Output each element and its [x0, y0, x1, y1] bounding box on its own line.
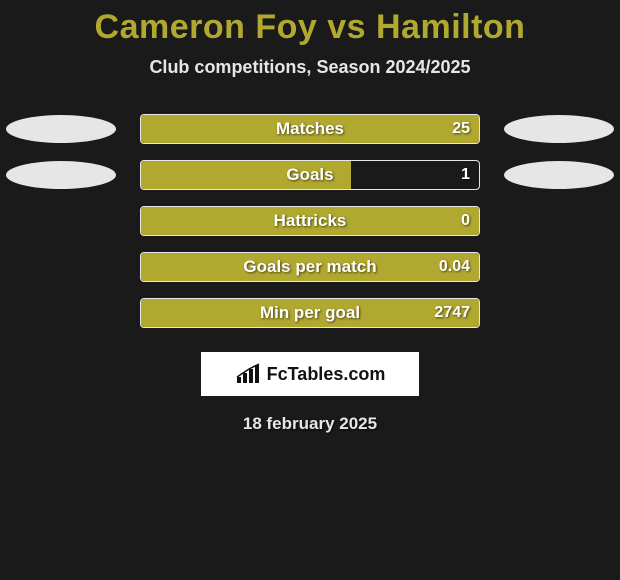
stat-row-hattricks: Hattricks 0 — [0, 206, 620, 236]
left-marker-ellipse — [6, 161, 116, 189]
infographic-container: Cameron Foy vs Hamilton Club competition… — [0, 0, 620, 580]
source-logo: FcTables.com — [201, 352, 419, 396]
page-subtitle: Club competitions, Season 2024/2025 — [0, 57, 620, 78]
stat-row-goals: Goals 1 — [0, 160, 620, 190]
bar-track — [140, 252, 480, 282]
bar-track — [140, 298, 480, 328]
stat-rows: Matches 25 Goals 1 Hattricks 0 Goals per — [0, 114, 620, 328]
right-marker-ellipse — [504, 161, 614, 189]
bar-fill — [141, 207, 479, 235]
page-title: Cameron Foy vs Hamilton — [0, 8, 620, 47]
bar-chart-icon — [235, 363, 261, 385]
logo-text: FcTables.com — [267, 364, 386, 385]
bar-fill — [141, 115, 479, 143]
generated-date: 18 february 2025 — [0, 414, 620, 434]
stat-row-goals-per-match: Goals per match 0.04 — [0, 252, 620, 282]
bar-track — [140, 206, 480, 236]
bar-track — [140, 114, 480, 144]
bar-track — [140, 160, 480, 190]
right-marker-ellipse — [504, 115, 614, 143]
bar-fill — [141, 161, 351, 189]
bar-fill — [141, 253, 479, 281]
bar-fill — [141, 299, 479, 327]
left-marker-ellipse — [6, 115, 116, 143]
stat-row-matches: Matches 25 — [0, 114, 620, 144]
stat-row-min-per-goal: Min per goal 2747 — [0, 298, 620, 328]
